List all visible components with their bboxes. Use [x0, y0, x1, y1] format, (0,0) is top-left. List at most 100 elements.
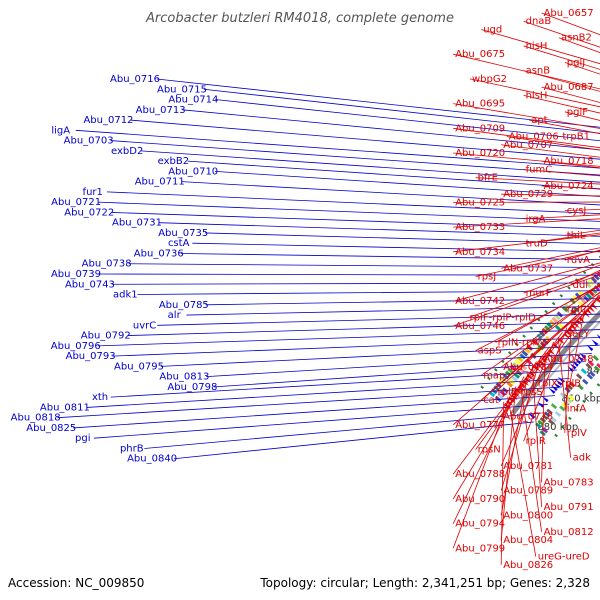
reverse-gene-label: asnB2 [561, 33, 592, 44]
reverse-gene-label: Abu_0737 [503, 263, 553, 274]
forward-gene-label: adk1 [113, 290, 138, 301]
cog-segment [557, 322, 564, 329]
reverse-gene-label: pglJ [567, 57, 585, 68]
leader-line [564, 229, 600, 236]
leader-line [160, 344, 600, 367]
forward-gene-arrow [555, 379, 563, 386]
cog-segment [554, 410, 562, 417]
cog-segment [550, 416, 557, 423]
reverse-gene-label: Abu_0657 [544, 8, 594, 19]
leader-line [214, 170, 600, 197]
cog-segment [559, 392, 567, 399]
leader-line [501, 144, 600, 158]
reverse-gene-label: Abu_0791 [544, 502, 594, 513]
forward-gene-label: pgi [75, 433, 90, 444]
cog-segment [585, 292, 593, 300]
cog-segment [556, 311, 564, 318]
cog-segment [564, 303, 571, 310]
leader-line [564, 208, 600, 212]
leader-line [181, 181, 600, 206]
forward-gene-label: Abu_0739 [51, 269, 101, 280]
cog-segment [518, 366, 525, 374]
leader-line [97, 273, 600, 276]
cog-segment [587, 360, 595, 367]
leader-line [452, 361, 537, 500]
cog-segment [544, 411, 551, 418]
reverse-gene-arrow [545, 351, 553, 359]
cog-segment [589, 370, 596, 377]
leader-line [453, 103, 600, 129]
cog-segment [554, 314, 561, 321]
leader-line [111, 282, 600, 285]
reverse-gene-label: rplX-rplB [538, 379, 581, 390]
leader-line [144, 412, 541, 449]
forward-gene-label: Abu_0715 [157, 84, 207, 95]
cog-segment [516, 356, 524, 363]
cog-segment [488, 391, 496, 398]
leader-line [500, 401, 505, 565]
reverse-gene-label: cysJ [567, 206, 587, 217]
forward-gene-label: Abu_0813 [159, 372, 209, 383]
forward-gene-label: Abu_0738 [82, 259, 132, 270]
leader-line [130, 119, 600, 160]
leader-line [453, 218, 600, 228]
leader-line [57, 386, 563, 419]
leader-line [157, 313, 600, 326]
leader-line [519, 381, 542, 532]
leader-line [564, 111, 600, 121]
leader-line [523, 94, 600, 114]
cog-segment [592, 355, 599, 362]
leader-line [453, 53, 600, 90]
kbp-tick-label: 880 kbp [537, 422, 578, 433]
leader-line [453, 152, 600, 167]
cog-segment [554, 325, 562, 332]
leader-line [453, 127, 600, 149]
cog-segment [575, 373, 583, 380]
forward-gene-arrow [576, 355, 584, 362]
reverse-gene-label: rplN-rplW [498, 337, 546, 348]
cog-segment [497, 393, 504, 400]
forward-gene-label: uvrC [133, 320, 156, 331]
leader-line [110, 369, 577, 398]
cog-segment [548, 419, 555, 426]
cog-segment [515, 369, 523, 376]
leader-line [75, 129, 600, 169]
accession-text: Accession: NC_009850 [8, 576, 145, 590]
reverse-gene-label: rplR [526, 436, 546, 447]
forward-gene-label: Abu_0785 [159, 300, 209, 311]
cog-segment [536, 333, 543, 340]
reverse-gene-label: rplF-rplP-rplD [470, 313, 536, 324]
reverse-gene-label: Abu_0695 [455, 99, 505, 110]
cog-segment [499, 390, 507, 397]
cog-segment [543, 325, 551, 332]
leader-line [529, 119, 600, 135]
leader-line [93, 403, 548, 439]
forward-gene-arrow [586, 344, 594, 352]
leader-line [140, 150, 600, 183]
leader-line [541, 185, 600, 190]
reverse-gene-label: hisH [526, 90, 548, 101]
genome-backbone [510, 309, 600, 418]
forward-gene-label: Abu_0714 [168, 95, 218, 106]
leader-line [480, 303, 590, 401]
reverse-gene-label: Abu_0826 [503, 560, 553, 571]
reverse-gene-label: Abu_0748 [544, 354, 594, 365]
leader-line [86, 378, 570, 408]
reverse-gene-label: truD [526, 239, 548, 250]
cog-segment [514, 358, 521, 366]
reverse-gene-label: Abu_0789 [503, 486, 553, 497]
cog-segment [521, 350, 529, 357]
cog-segment [577, 384, 584, 391]
leader-line [541, 86, 600, 103]
reverse-gene-label: aspS [478, 346, 502, 357]
leader-line [564, 308, 586, 409]
reverse-gene-label: Abu_0778 [503, 412, 553, 423]
leader-line [469, 78, 600, 108]
cog-segment [551, 316, 559, 324]
leader-line [523, 20, 600, 48]
inner-dotted-ring [549, 380, 600, 444]
forward-gene-label: Abu_0735 [158, 228, 208, 239]
leader-line [127, 321, 600, 336]
forward-gene-label: Abu_0713 [136, 105, 186, 116]
cog-segment [593, 365, 600, 372]
